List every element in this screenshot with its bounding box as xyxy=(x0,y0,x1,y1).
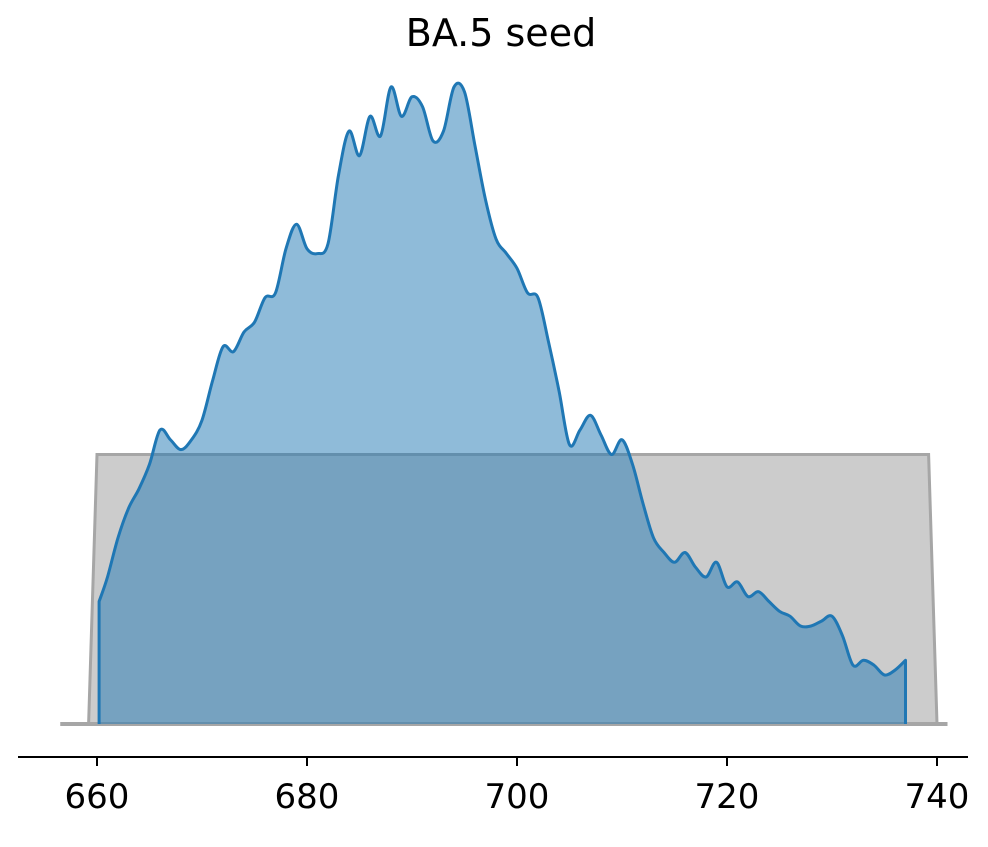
posterior-line xyxy=(97,81,907,724)
chart-title: BA.5 seed xyxy=(406,11,596,55)
x-tick-label: 700 xyxy=(485,777,550,817)
x-tick-label: 720 xyxy=(695,777,760,817)
plot-area xyxy=(60,81,948,726)
x-axis-ticks: 660 680 700 720 740 xyxy=(65,757,970,817)
x-tick-label: 740 xyxy=(905,777,970,817)
x-tick-label: 680 xyxy=(275,777,340,817)
posterior-area xyxy=(99,83,906,724)
x-tick-label: 660 xyxy=(65,777,130,817)
